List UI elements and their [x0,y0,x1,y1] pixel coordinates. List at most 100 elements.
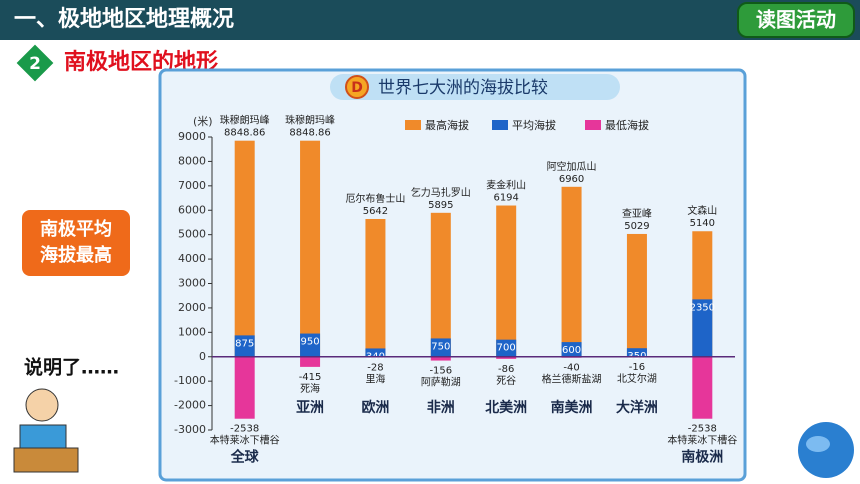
low-value: -415 [299,372,322,383]
bar [626,348,647,357]
chart-title: 世界七大洲的海拔比较 [378,78,548,98]
peak-name: 文森山 [687,204,717,217]
bar [561,186,582,357]
y-tick-label: 3000 [178,277,206,290]
legend-swatch [405,120,421,130]
bar [234,356,255,419]
low-value: -2538 [688,424,717,435]
bar [234,140,255,357]
chart-badge-circle [345,75,369,99]
low-name: 本特莱冰下槽谷 [210,434,280,447]
bar [496,205,517,357]
peak-value: 8848.86 [224,128,265,139]
low-name: 阿萨勒湖 [421,376,461,389]
header-bar [0,0,860,40]
peak-name: 珠穆朗玛峰 [220,114,270,127]
low-name: 死谷 [496,375,516,387]
peak-name: 麦金利山 [486,179,526,192]
x-tick-label: 全球 [230,449,260,466]
low-name: 北艾尔湖 [617,372,657,385]
average-value: 600 [562,345,581,356]
y-axis-label: (米) [193,115,213,128]
bar [300,140,321,357]
bar [692,299,713,357]
x-tick-label: 亚洲 [296,400,324,416]
low-name: 本特莱冰下槽谷 [667,434,737,447]
x-tick-label: 欧洲 [361,399,389,416]
section-badge [16,44,54,82]
y-tick-label: 2000 [178,301,206,314]
y-tick-label: -1000 [174,374,206,387]
peak-value: 5029 [624,221,649,232]
peak-name: 查亚峰 [622,207,652,220]
x-tick-label: 北美洲 [485,399,527,416]
peak-value: 8848.86 [289,128,330,139]
peak-value: 6194 [493,193,518,204]
y-tick-label: 7000 [178,179,206,192]
bar [365,218,386,357]
y-tick-label: 1000 [178,325,206,338]
bar [365,348,386,357]
x-tick-label: 南美洲 [551,399,593,416]
chart-title-bar [330,74,620,100]
average-value: 700 [497,343,516,354]
y-tick-label: 6000 [178,203,206,216]
peak-value: 5895 [428,200,453,211]
activity-button[interactable] [737,2,855,38]
peak-value: 5642 [363,206,388,217]
globe-icon [798,422,854,478]
peak-name: 厄尔布鲁士山 [345,192,405,205]
x-tick-label: 南极洲 [681,449,723,466]
average-value: 950 [301,337,320,348]
peak-name: 乞力马扎罗山 [411,186,471,199]
legend-label: 最低海拔 [605,118,649,132]
legend-swatch [585,120,601,130]
legend-swatch [492,120,508,130]
legend-label: 平均海拔 [512,118,556,132]
average-value: 750 [431,341,450,352]
chart-badge: D [351,80,363,96]
low-name: 格兰德斯盐湖 [542,373,602,386]
low-value: -86 [498,364,514,375]
peak-name: 珠穆朗玛峰 [285,114,335,127]
average-value: 2350 [690,302,715,313]
y-tick-label: -2000 [174,399,206,412]
y-tick-label: 4000 [178,252,206,265]
bar [626,233,647,357]
bar [561,342,582,357]
y-tick-label: 8000 [178,154,206,167]
bar [300,333,321,357]
bar [234,335,255,357]
y-tick-label: 9000 [178,130,206,143]
legend-label: 最高海拔 [425,118,469,132]
caption: 说明了…… [24,356,119,379]
low-value: -16 [629,362,645,373]
bar [496,356,517,359]
note-line: 南极平均 [40,218,112,240]
bar [430,212,451,357]
bar [496,339,517,357]
low-value: -40 [563,363,579,374]
y-tick-label: 5000 [178,228,206,241]
low-name: 里海 [365,372,385,385]
note-line: 海拔最高 [40,244,112,266]
y-tick-label: 0 [199,350,206,363]
peak-value: 6960 [559,174,584,185]
average-value: 875 [235,338,254,349]
peak-value: 5140 [690,218,715,229]
x-tick-label: 大洋洲 [616,399,658,416]
note-box [22,210,130,276]
activity-button-label[interactable]: 读图活动 [756,8,836,32]
low-value: -2538 [230,424,259,435]
bar [430,338,451,357]
peak-name: 阿空加瓜山 [547,160,597,173]
bar [430,356,451,361]
low-value: -28 [367,362,383,373]
x-tick-label: 非洲 [427,399,455,416]
y-tick-label: -3000 [174,423,206,436]
low-value: -156 [429,366,452,377]
low-name: 死海 [300,382,320,395]
section-number: 2 [29,54,41,74]
bar [300,356,321,367]
